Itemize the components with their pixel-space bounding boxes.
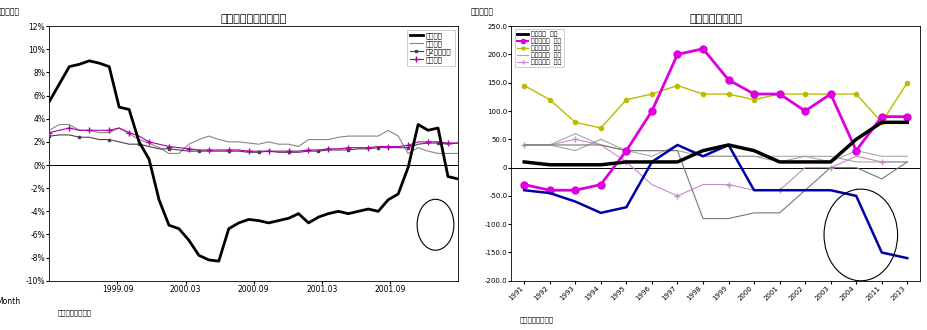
Text: Month: Month	[0, 297, 20, 306]
Text: （前年比）: （前年比）	[0, 7, 19, 16]
Legend: 都市銀行, 地方銀行, 第2地方銀行, 信用金庫: 都市銀行, 地方銀行, 第2地方銀行, 信用金庫	[407, 30, 454, 66]
Text: （資料）日本銀行: （資料）日本銀行	[57, 309, 92, 315]
Legend: 預金合計  公共, 要求払預金  法人, 要求払預金  個人, 定期性預金  法人, 定期性預金  個人: 預金合計 公共, 要求払預金 法人, 要求払預金 個人, 定期性預金 法人, 定…	[514, 29, 564, 67]
Text: （前年比）: （前年比）	[471, 7, 494, 16]
Title: 業態別預金残高の推移: 業態別預金残高の推移	[221, 14, 286, 24]
Text: （資料）日本銀行: （資料）日本銀行	[520, 316, 553, 323]
Title: 主体別預金の動向: 主体別預金の動向	[690, 14, 743, 24]
